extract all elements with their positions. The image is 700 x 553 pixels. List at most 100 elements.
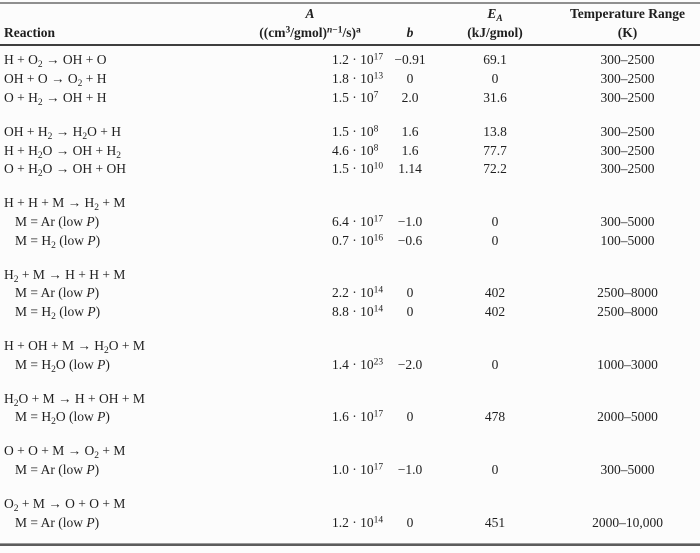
- column-header-ea: EA (kJ/gmol): [435, 4, 555, 42]
- b-value-cell: 0: [406, 71, 414, 87]
- b-value-cell: 0: [406, 285, 414, 301]
- ea-value-cell: 0: [491, 71, 499, 87]
- table-row: H2O + M → H + OH + M: [0, 389, 700, 409]
- table-row: M = Ar (low P) 1.2 · 1014 0 451 2000–10,…: [0, 513, 700, 532]
- column-header-b: b: [385, 4, 435, 42]
- b-value-cell: 1.6: [401, 123, 419, 139]
- reaction-group: H + H + M → H2 + M M = Ar (low P) 6.4 · …: [0, 194, 700, 250]
- a-value-cell: 8.8 · 1014: [332, 304, 384, 320]
- ea-value-cell: 69.1: [483, 52, 507, 68]
- b-value-cell: 0: [406, 304, 414, 320]
- temp-range-cell: 300–2500: [600, 52, 655, 68]
- a-value-cell: 1.5 · 108: [332, 123, 379, 139]
- a-value-cell: 2.2 · 1014: [332, 285, 384, 301]
- table-row: O + O + M → O2 + M: [0, 442, 700, 461]
- a-value-cell: 1.4 · 1023: [332, 356, 384, 372]
- bottom-rule: [0, 543, 700, 546]
- column-header-reaction-label: Reaction: [4, 25, 55, 40]
- ea-value-cell: 402: [484, 304, 506, 320]
- table-row: O + H2 → OH + H 1.5 · 107 2.0 31.6 300–2…: [0, 89, 700, 108]
- column-header-ea-units: (kJ/gmol): [467, 25, 523, 40]
- reaction-group: H + O2 → OH + O 1.2 · 1017 −0.91 69.1 30…: [0, 51, 700, 107]
- ea-value-cell: 0: [491, 232, 499, 248]
- table-row: OH + O → O2 + H 1.8 · 1013 0 0 300–2500: [0, 70, 700, 89]
- reaction-group: H + OH + M → H2O + M M = H2O (low P) 1.4…: [0, 337, 700, 375]
- table-row: H + O2 → OH + O 1.2 · 1017 −0.91 69.1 30…: [0, 51, 700, 70]
- temp-range-cell: 1000–3000: [597, 356, 658, 372]
- reaction-group: H2O + M → H + OH + M M = H2O (low P) 1.6…: [0, 389, 700, 428]
- b-value-cell: −1.0: [397, 461, 423, 477]
- temp-range-cell: 300–2500: [600, 71, 655, 87]
- temp-range-cell: 300–5000: [600, 461, 655, 477]
- a-value-cell: 1.6 · 1017: [332, 409, 384, 425]
- reaction-cell: O + H2O → OH + OH: [4, 161, 126, 180]
- a-value-cell: 6.4 · 1017: [332, 213, 384, 229]
- a-value-cell: 1.2 · 1017: [332, 52, 384, 68]
- b-value-cell: 0: [406, 409, 414, 425]
- table-row: H2 + M → H + H + M: [0, 265, 700, 285]
- b-value-cell: 1.6: [401, 142, 419, 158]
- reaction-cell: H + H2O → OH + H2: [4, 142, 121, 161]
- ea-value-cell: 72.2: [483, 161, 507, 177]
- column-header-temp-range: Temperature Range (K): [555, 4, 700, 42]
- table-row: O2 + M → O + O + M: [0, 494, 700, 514]
- ea-value-cell: 31.6: [483, 89, 507, 105]
- temp-range-cell: 300–2500: [600, 89, 655, 105]
- reaction-group: OH + H2 → H2O + H 1.5 · 108 1.6 13.8 300…: [0, 122, 700, 179]
- column-header-temp-range-units: (K): [617, 25, 638, 40]
- table-row: O + H2O → OH + OH 1.5 · 1010 1.14 72.2 3…: [0, 160, 700, 179]
- table-row: M = H2O (low P) 1.6 · 1017 0 478 2000–50…: [0, 408, 700, 427]
- column-header-reaction: Reaction: [0, 4, 235, 42]
- table-row: OH + H2 → H2O + H 1.5 · 108 1.6 13.8 300…: [0, 122, 700, 142]
- temp-range-cell: 2000–10,000: [592, 514, 663, 530]
- b-value-cell: −2.0: [397, 356, 423, 372]
- table-row: M = Ar (low P) 1.0 · 1017 −1.0 0 300–500…: [0, 461, 700, 480]
- ea-value-cell: 0: [491, 213, 499, 229]
- a-value-cell: 1.5 · 107: [332, 89, 379, 105]
- table-row: M = H2 (low P) 0.7 · 1016 −0.6 0 100–500…: [0, 231, 700, 251]
- b-value-cell: 2.0: [401, 89, 419, 105]
- b-value-cell: −0.6: [397, 232, 423, 248]
- temp-range-cell: 300–5000: [600, 213, 655, 229]
- column-header-a-symbol: A: [305, 6, 315, 21]
- table-row: H + OH + M → H2O + M: [0, 337, 700, 356]
- ea-value-cell: 13.8: [483, 123, 507, 139]
- temp-range-cell: 2000–5000: [597, 409, 658, 425]
- temp-range-cell: 300–2500: [600, 161, 655, 177]
- a-value-cell: 4.6 · 108: [332, 142, 379, 158]
- reaction-cell: H + O2 → OH + O: [4, 52, 107, 71]
- ea-value-cell: 0: [491, 461, 499, 477]
- b-value-cell: 0: [406, 514, 414, 530]
- table-header-row: Reaction A ((cm3/gmol)n−1/s)a b EA (kJ/g…: [0, 4, 700, 46]
- b-value-cell: −0.91: [394, 52, 426, 68]
- table-row: M = H2O (low P) 1.4 · 1023 −2.0 0 1000–3…: [0, 355, 700, 375]
- a-value-cell: 0.7 · 1016: [332, 232, 384, 248]
- column-header-temp-range-label: Temperature Range: [569, 6, 686, 21]
- ea-value-cell: 478: [484, 409, 506, 425]
- column-header-b-symbol: b: [406, 25, 414, 40]
- reaction-group: O2 + M → O + O + M M = Ar (low P) 1.2 · …: [0, 494, 700, 532]
- a-value-cell: 1.0 · 1017: [332, 461, 384, 477]
- ea-value-cell: 451: [484, 514, 506, 530]
- reaction-cell: H2O + M → H + OH + M: [4, 390, 145, 409]
- a-value-cell: 1.5 · 1010: [332, 161, 384, 177]
- b-value-cell: 1.14: [398, 161, 422, 177]
- reaction-group: O + O + M → O2 + M M = Ar (low P) 1.0 · …: [0, 442, 700, 480]
- reaction-cell: M = Ar (low P): [15, 461, 100, 477]
- ea-value-cell: 402: [484, 285, 506, 301]
- b-value-cell: −1.0: [397, 213, 423, 229]
- table-row: H + H + M → H2 + M: [0, 194, 700, 213]
- a-value-cell: 1.8 · 1013: [332, 71, 384, 87]
- column-header-a: A ((cm3/gmol)n−1/s)a: [235, 4, 385, 42]
- temp-range-cell: 2500–8000: [597, 285, 658, 301]
- table-row: M = Ar (low P) 6.4 · 1017 −1.0 0 300–500…: [0, 213, 700, 232]
- reaction-cell: O2 + M → O + O + M: [4, 495, 126, 514]
- reaction-cell: M = H2O (low P): [15, 356, 110, 375]
- column-header-a-units: ((cm3/gmol)n−1/s)a: [259, 25, 361, 40]
- temp-range-cell: 2500–8000: [597, 304, 658, 320]
- temp-range-cell: 300–2500: [600, 123, 655, 139]
- ea-value-cell: 77.7: [483, 142, 507, 158]
- table-row: M = Ar (low P) 2.2 · 1014 0 402 2500–800…: [0, 284, 700, 303]
- column-header-ea-symbol: EA: [487, 6, 503, 24]
